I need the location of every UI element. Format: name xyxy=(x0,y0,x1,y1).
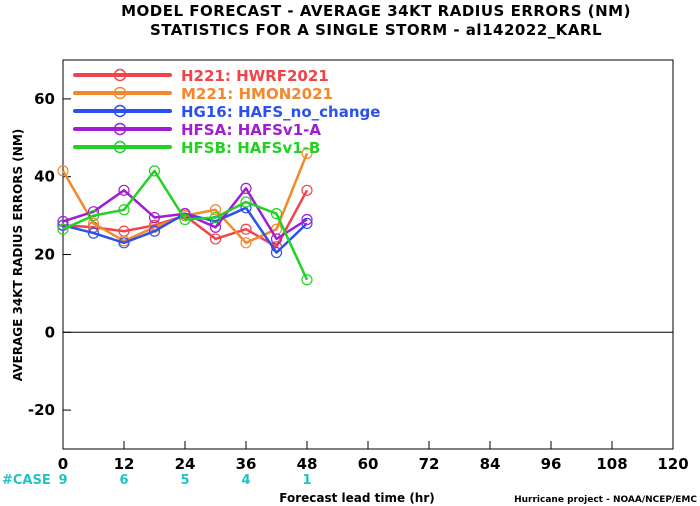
x-tick-label: 24 xyxy=(175,455,196,473)
data-point xyxy=(209,204,222,216)
data-point xyxy=(240,182,252,194)
chart-title: MODEL FORECAST - AVERAGE 34KT RADIUS ERR… xyxy=(121,2,631,20)
data-point xyxy=(209,211,222,224)
y-axis-label: AVERAGE 34KT RADIUS ERRORS (NM) xyxy=(11,129,25,381)
x-tick-label: 84 xyxy=(480,455,501,473)
legend-label: M221: HMON2021 xyxy=(181,85,333,103)
case-count: 9 xyxy=(58,473,67,488)
series-line xyxy=(62,169,309,281)
series-group xyxy=(57,165,313,286)
chart-subtitle: STATISTICS FOR A SINGLE STORM - al142022… xyxy=(150,21,602,39)
y-tick-label: 60 xyxy=(34,90,55,108)
data-point xyxy=(57,215,69,228)
data-point xyxy=(87,227,100,239)
data-point xyxy=(148,165,161,177)
series-line xyxy=(62,187,308,241)
data-point xyxy=(301,184,313,196)
data-point xyxy=(87,210,100,222)
case-count: 5 xyxy=(180,473,189,488)
legend-swatch-marker xyxy=(113,68,127,82)
y-axis-ticks: -20 0 20 40 60 xyxy=(28,90,71,419)
data-point xyxy=(270,208,283,220)
legend-label: HFSB: HAFSv1-B xyxy=(181,139,320,157)
data-point xyxy=(148,225,161,237)
data-point xyxy=(270,246,283,259)
legend-item: HFSA: HAFSv1-A xyxy=(73,121,321,139)
series-layer xyxy=(57,147,313,286)
data-point xyxy=(240,196,252,208)
data-point xyxy=(179,213,191,226)
y-tick-label: 40 xyxy=(34,168,55,186)
case-count: 6 xyxy=(119,473,128,488)
case-values: 9 6 5 4 1 xyxy=(58,473,311,488)
data-point xyxy=(270,233,283,245)
x-tick-label: 72 xyxy=(419,455,440,473)
data-point xyxy=(209,233,222,245)
data-point xyxy=(57,165,69,177)
x-tick-label: 48 xyxy=(297,455,318,473)
data-point xyxy=(240,237,252,249)
data-point xyxy=(118,237,130,249)
x-tick-label: 12 xyxy=(114,455,135,473)
data-point xyxy=(301,213,313,226)
legend-swatch-marker xyxy=(113,86,127,100)
x-axis-ticks: 0 12 24 36 48 60 72 84 96 108 120 xyxy=(58,441,689,473)
x-tick-label: 60 xyxy=(358,455,379,473)
legend-item: HFSB: HAFSv1-B xyxy=(73,139,320,157)
legend-item: H221: HWRF2021 xyxy=(73,67,329,85)
series-line xyxy=(61,152,309,245)
legend-item: HG16: HAFS_no_change xyxy=(73,103,380,121)
legend-label: H221: HWRF2021 xyxy=(181,67,329,85)
data-point xyxy=(118,204,130,216)
x-tick-label: 36 xyxy=(236,455,257,473)
x-tick-label: 96 xyxy=(541,455,562,473)
data-point xyxy=(240,223,252,235)
x-tick-label: 120 xyxy=(657,455,688,473)
case-label: #CASE xyxy=(2,473,51,488)
x-axis-label: Forecast lead time (hr) xyxy=(279,491,435,505)
case-count: 4 xyxy=(241,473,250,488)
x-tick-label: 0 xyxy=(58,455,68,473)
y-tick-label: 20 xyxy=(34,246,55,264)
legend-swatch-marker xyxy=(113,104,127,118)
case-count: 1 xyxy=(302,473,311,488)
x-tick-label: 108 xyxy=(596,455,627,473)
legend-item: M221: HMON2021 xyxy=(73,85,333,103)
data-point xyxy=(57,223,69,235)
data-point xyxy=(301,147,313,159)
y-tick-label: 0 xyxy=(45,323,55,341)
data-point xyxy=(118,184,130,196)
legend-swatch-marker xyxy=(113,122,127,136)
y-tick-label: -20 xyxy=(28,401,55,419)
legend-label: HFSA: HAFSv1-A xyxy=(181,121,321,139)
data-point xyxy=(301,274,313,286)
credit-text: Hurricane project - NOAA/NCEP/EMC xyxy=(514,495,697,505)
data-point xyxy=(148,211,161,224)
legend-label: HG16: HAFS_no_change xyxy=(181,103,380,121)
legend-swatch-marker xyxy=(113,140,127,154)
